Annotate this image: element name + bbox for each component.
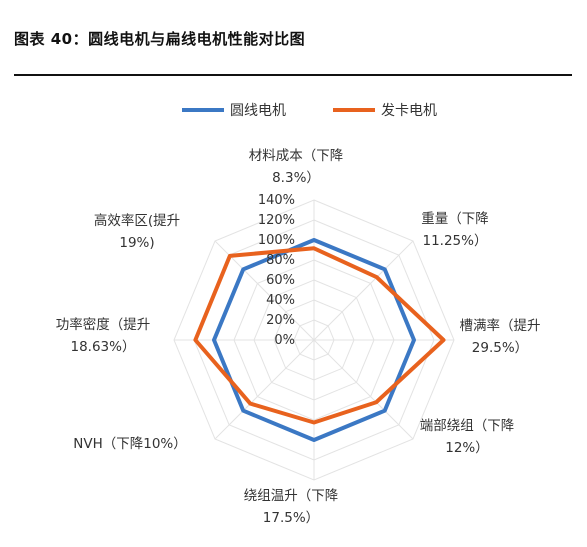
axis-label: 绕组温升（下降 (244, 488, 339, 504)
radar-series (193, 238, 446, 442)
series-2-point (228, 254, 232, 258)
series-1-point (312, 438, 316, 442)
series-2-point (248, 402, 252, 406)
series-1-point (241, 267, 245, 271)
series-1-point (383, 409, 387, 413)
legend-label-series-1: 圆线电机 (230, 103, 286, 119)
series-1-point (383, 267, 387, 271)
axis-label: 11.25%） (423, 233, 488, 249)
grid-spoke (313, 240, 414, 341)
tick-label: 60% (266, 273, 295, 288)
axis-label: 重量（下降 (421, 211, 489, 227)
series-1-point (312, 238, 316, 242)
tick-label: 40% (266, 293, 295, 308)
axis-label: 功率密度（提升 (56, 316, 151, 333)
axis-label: 材料成本（下降 (249, 148, 344, 164)
series-1-point (412, 338, 416, 342)
axis-label: 槽满率（提升 (460, 317, 541, 334)
legend: 圆线电机 发卡电机 (182, 103, 437, 119)
title-rule (14, 74, 572, 76)
axis-label: 29.5%） (472, 340, 528, 356)
legend-label-series-2: 发卡电机 (381, 103, 437, 119)
axis-label: 17.5%） (263, 510, 319, 526)
tick-label: 0% (274, 333, 295, 348)
tick-label: 20% (266, 313, 295, 328)
series-2-point (312, 246, 316, 250)
tick-label: 80% (266, 253, 295, 268)
axis-labels: 材料成本（下降 8.3%） 重量（下降 11.25%） 槽满率（提升 29.5%） 端部绕组… (56, 148, 541, 526)
axis-label: 18.63%） (71, 339, 136, 355)
figure-title: 图表 40：圆线电机与扁线电机性能对比图 (14, 30, 306, 48)
axis-label: 8.3%） (272, 170, 320, 186)
series-line-2 (193, 246, 446, 425)
grid-spoke (313, 339, 414, 440)
axis-label: 端部绕组（下降 (420, 418, 515, 434)
grid-spoke (214, 339, 315, 440)
series-2-point (374, 400, 378, 404)
series-2-point (193, 338, 197, 342)
axis-label: 12%） (445, 440, 489, 456)
tick-label: 120% (258, 213, 295, 228)
series-2-point (312, 420, 316, 425)
series-1-point (212, 338, 216, 342)
radial-tick-labels: 0% 20% 40% 60% 80% 100% 120% 140% (258, 193, 295, 348)
axis-label: 高效率区(提升 (94, 212, 180, 229)
series-2-point (441, 338, 446, 342)
tick-label: 100% (258, 233, 295, 248)
series-1-point (241, 409, 245, 413)
series-2-point (375, 275, 379, 279)
axis-label: 19%) (119, 235, 154, 251)
axis-label: NVH（下降10%） (73, 436, 187, 452)
tick-label: 140% (258, 193, 295, 208)
